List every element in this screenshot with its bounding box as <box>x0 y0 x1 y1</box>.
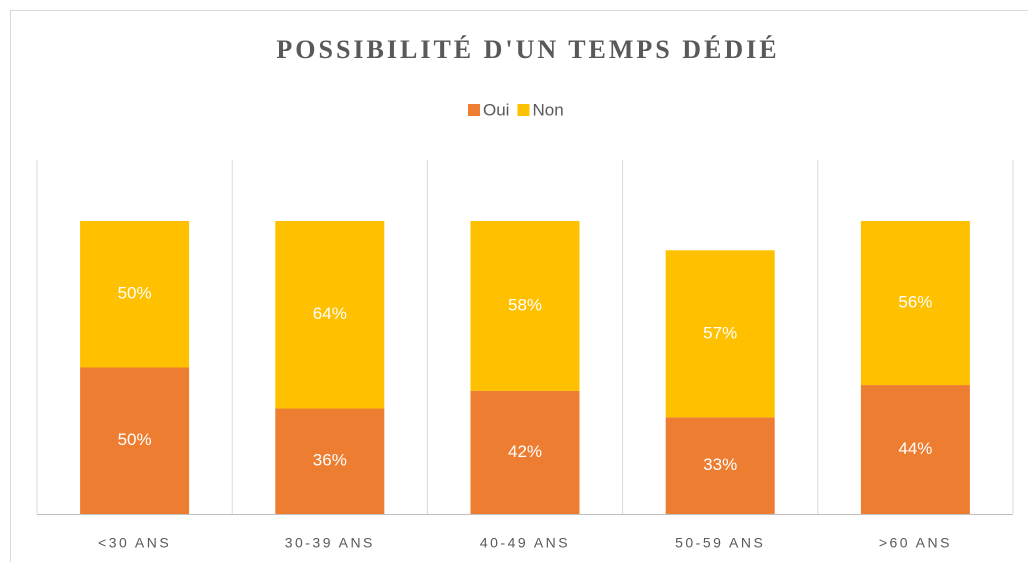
bar-segment <box>275 408 385 514</box>
x-tick-label: 50-59 ANS <box>675 535 765 551</box>
bar-segment <box>275 221 385 409</box>
bar-segment <box>860 221 970 386</box>
data-label: 50% <box>118 284 152 303</box>
bar-segment <box>470 390 580 514</box>
chart-border <box>10 10 1028 562</box>
x-tick-label: 30-39 ANS <box>285 535 375 551</box>
legend-label: Oui <box>483 100 509 119</box>
chart-title: POSSIBILITÉ D'UN TEMPS DÉDIÉ <box>276 35 779 64</box>
data-label: 36% <box>313 451 347 470</box>
data-label: 42% <box>508 442 542 461</box>
bar-segment <box>80 367 190 514</box>
data-label: 57% <box>703 323 737 342</box>
data-label: 50% <box>118 430 152 449</box>
bar-segment <box>80 221 190 368</box>
bar-segment <box>665 417 775 514</box>
x-tick-label: 40-49 ANS <box>480 535 570 551</box>
legend-swatch <box>517 104 530 116</box>
data-label: 44% <box>898 439 932 458</box>
data-label: 56% <box>898 293 932 312</box>
bar-segment <box>860 385 970 514</box>
legend-swatch <box>468 104 480 116</box>
data-label: 58% <box>508 295 542 314</box>
x-tick-label: <30 ANS <box>98 535 171 551</box>
data-label: 64% <box>313 304 347 323</box>
x-tick-label: >60 ANS <box>879 535 952 551</box>
bar-segment <box>665 250 775 418</box>
bar-segment <box>470 221 580 391</box>
legend-label: Non <box>532 100 563 119</box>
data-label: 33% <box>703 455 737 474</box>
